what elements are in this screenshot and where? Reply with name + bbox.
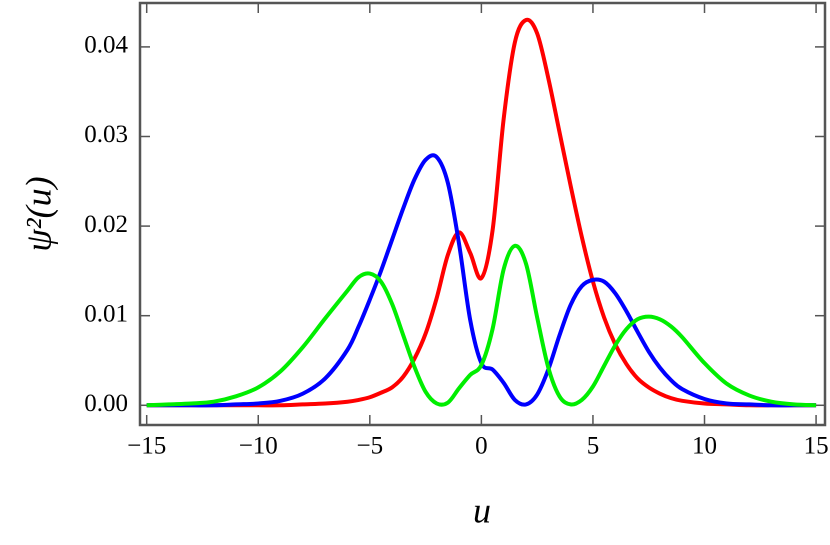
y-tick-label: 0.00 xyxy=(84,390,128,417)
y-tick-label: 0.02 xyxy=(84,211,128,238)
x-tick-label: −10 xyxy=(239,433,278,460)
line-series xyxy=(146,153,817,408)
x-tick-label: 5 xyxy=(587,433,600,460)
x-tick-label: 0 xyxy=(475,433,488,460)
y-tick-label: 0.01 xyxy=(84,300,128,327)
x-axis-label: u xyxy=(473,490,491,530)
plot-frame xyxy=(138,1,827,427)
line-series xyxy=(146,243,817,408)
y-axis-label: ψ²(u) xyxy=(18,176,58,251)
x-tick-label: 10 xyxy=(692,433,717,460)
x-tick-label: −15 xyxy=(127,433,166,460)
line-series xyxy=(146,17,817,408)
x-tick-label: 15 xyxy=(804,433,829,460)
y-tick-label: 0.03 xyxy=(84,121,128,148)
y-tick-label: 0.04 xyxy=(84,32,128,59)
x-tick-label: −5 xyxy=(357,433,384,460)
